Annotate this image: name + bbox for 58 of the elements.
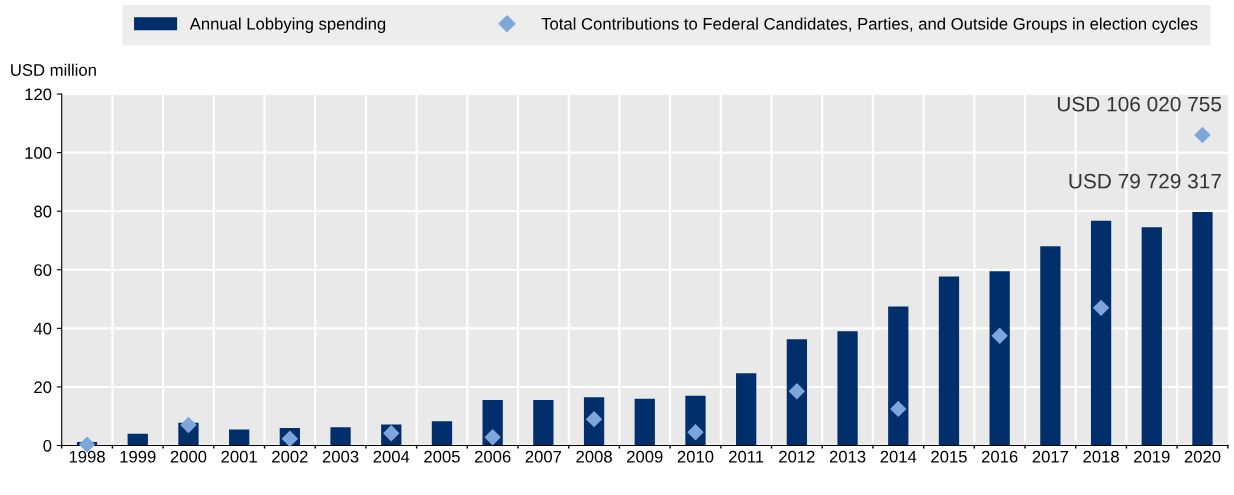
x-tick-label: 2015 bbox=[931, 450, 967, 463]
bar bbox=[1090, 220, 1112, 446]
point bbox=[1092, 299, 1110, 317]
x-tick-label: 2003 bbox=[322, 450, 359, 463]
x-tick-label: 2007 bbox=[525, 450, 562, 463]
point bbox=[484, 429, 501, 446]
x-tick-label: 2018 bbox=[1083, 450, 1119, 463]
point bbox=[1194, 126, 1211, 144]
x-tick-label: 2005 bbox=[424, 450, 460, 463]
legend-label: Annual Lobbying spending bbox=[189, 17, 386, 34]
bar bbox=[634, 398, 655, 446]
x-tick-label: 2012 bbox=[779, 450, 815, 463]
y-tick-label: 60 bbox=[34, 264, 52, 276]
point bbox=[890, 400, 907, 418]
bar bbox=[229, 429, 250, 446]
x-tick-label: 2014 bbox=[880, 450, 917, 463]
y-tick-label: 100 bbox=[25, 147, 52, 159]
bar bbox=[431, 421, 453, 446]
y-tick-label: 80 bbox=[34, 205, 52, 218]
x-tick-label: 2001 bbox=[221, 450, 257, 463]
y-tick-label: 120 bbox=[25, 88, 52, 101]
x-tick-label: 2017 bbox=[1032, 450, 1069, 463]
annotation: USD 79 729 317 bbox=[1069, 173, 1221, 189]
legend-label: Total Contributions to Federal Candidates, Parties, and Outside Groups in election cycles bbox=[541, 17, 1198, 34]
bar bbox=[938, 276, 960, 446]
bar bbox=[989, 271, 1010, 446]
x-tick-label: 2004 bbox=[373, 450, 410, 463]
y-tick-label: 40 bbox=[33, 322, 52, 335]
bar bbox=[1192, 212, 1213, 446]
bar bbox=[837, 331, 858, 446]
y-tick-label: 0 bbox=[43, 439, 52, 452]
x-tick-label: 1998 bbox=[69, 450, 105, 463]
x-tick-label: 2020 bbox=[1184, 450, 1221, 463]
point bbox=[788, 383, 806, 400]
x-tick-label: 2011 bbox=[729, 450, 764, 463]
x-tick-label: 2019 bbox=[1134, 450, 1170, 463]
bar bbox=[736, 373, 757, 446]
bar bbox=[1141, 227, 1162, 446]
bar bbox=[1040, 246, 1061, 446]
x-tick-label: 2002 bbox=[272, 450, 308, 463]
x-tick-label: 2013 bbox=[829, 450, 866, 463]
point bbox=[687, 424, 704, 441]
bar bbox=[786, 339, 808, 446]
bar bbox=[127, 433, 148, 446]
x-tick-label: 2016 bbox=[981, 450, 1018, 463]
bar bbox=[888, 306, 909, 446]
x-tick-label: 2008 bbox=[576, 450, 612, 463]
y-tick-label: 20 bbox=[34, 381, 52, 394]
x-tick-label: 2009 bbox=[627, 450, 663, 463]
bar bbox=[330, 427, 351, 446]
x-tick-label: 1999 bbox=[120, 450, 156, 463]
bar bbox=[533, 400, 554, 446]
x-tick-label: 2000 bbox=[170, 450, 207, 463]
y-axis-title: USD million bbox=[11, 63, 96, 76]
point bbox=[991, 327, 1008, 344]
x-tick-label: 2010 bbox=[677, 450, 714, 463]
x-tick-label: 2006 bbox=[474, 450, 511, 463]
annotation: USD 106 020 755 bbox=[1057, 96, 1222, 112]
